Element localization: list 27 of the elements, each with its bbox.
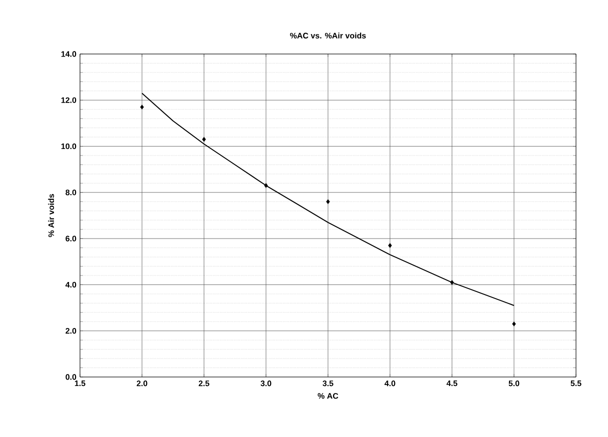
y-tick-label: 10.0: [61, 143, 76, 150]
x-tick-label: 4.5: [446, 380, 458, 386]
x-tick-label: 3.5: [322, 380, 334, 386]
x-tick-label: 1.5: [74, 380, 86, 386]
point: [326, 199, 330, 204]
x-tick-label: 5.0: [508, 380, 520, 386]
point: [388, 243, 392, 248]
y-tick-label: 8.0: [66, 190, 76, 196]
x-tick-label: 2.0: [136, 380, 148, 386]
y-tick-label: 6.0: [66, 236, 76, 242]
x-tick-label: 2.5: [198, 380, 210, 386]
point: [512, 322, 516, 326]
x-tick-label: 3.0: [260, 380, 272, 386]
y-tick-label: 4.0: [65, 282, 76, 288]
chart-title: %AC vs. %Air voids: [290, 32, 366, 38]
y-tick-label: 14.0: [61, 51, 76, 57]
point: [450, 280, 454, 285]
y-tick-label: 0.0: [66, 374, 76, 380]
x-axis-title: % AC: [318, 393, 338, 399]
x-tick-label: 5.5: [570, 380, 582, 386]
y-tick-label: 2.0: [66, 328, 76, 334]
point: [264, 183, 268, 188]
point: [202, 136, 206, 142]
x-tick-label: 4.0: [384, 380, 396, 386]
point: [140, 104, 144, 110]
y-tick-label: 12.0: [61, 97, 76, 103]
y-axis-title: % Air voids: [48, 194, 54, 238]
